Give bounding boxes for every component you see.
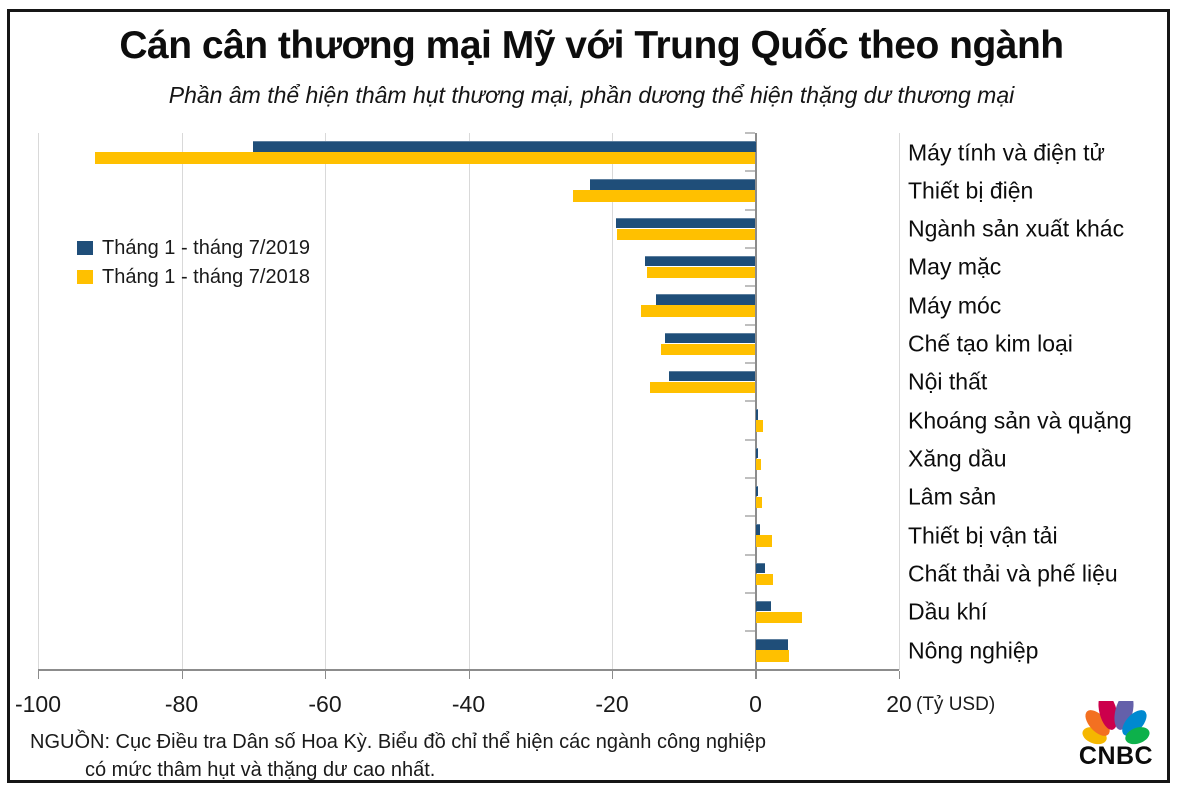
- category-label-3: May mặc: [908, 253, 1002, 280]
- category-label-12: Dầu khí: [908, 598, 988, 625]
- bar-2018-11: [755, 573, 774, 586]
- bar-2019-5: [665, 332, 756, 344]
- legend: Tháng 1 - tháng 7/2019 Tháng 1 - tháng 7…: [77, 237, 310, 298]
- bar-2018-4: [640, 305, 756, 317]
- source-note-line1: NGUỒN: Cục Điều tra Dân số Hoa Kỳ. Biểu …: [30, 731, 766, 753]
- category-label-10: Thiết bị vận tải: [908, 522, 1058, 549]
- peacock-icon: [1082, 701, 1150, 745]
- bar-2018-9: [755, 496, 762, 509]
- bar-2019-6: [669, 370, 756, 382]
- chart-subtitle: Phần âm thể hiện thâm hụt thương mại, ph…: [168, 82, 1015, 108]
- category-label-4: Máy móc: [908, 292, 1002, 319]
- gridline--60: [325, 133, 326, 670]
- bar-2019-8: [755, 447, 759, 459]
- legend-item-2018: Tháng 1 - tháng 7/2018: [77, 266, 310, 288]
- x-axis-tick--80: [181, 670, 183, 679]
- gridline--80: [181, 133, 183, 670]
- x-axis-tick--100: [38, 670, 39, 679]
- x-tick-label--100: -100: [14, 691, 62, 717]
- legend-item-2019: Tháng 1 - tháng 7/2019: [77, 237, 310, 259]
- bar-2019-11: [755, 562, 765, 574]
- bar-2018-7: [755, 420, 764, 432]
- category-tick: [744, 553, 755, 556]
- category-tick: [744, 208, 755, 211]
- bar-2019-2: [615, 217, 756, 229]
- category-label-8: Xăng dầu: [908, 445, 1007, 472]
- category-tick: [744, 438, 755, 441]
- bar-2019-7: [755, 409, 758, 420]
- bar-2018-6: [650, 381, 756, 394]
- category-tick: [744, 246, 755, 249]
- bar-2018-5: [660, 343, 756, 356]
- x-axis-line: [38, 668, 899, 671]
- source-note-line2: có mức thâm hụt và thặng dư cao nhất.: [85, 759, 436, 781]
- bar-2019-0: [253, 141, 756, 152]
- bar-2019-4: [655, 294, 756, 305]
- category-label-1: Thiết bị điện: [908, 177, 1034, 204]
- gridline--40: [468, 133, 470, 670]
- bar-2019-12: [755, 600, 771, 612]
- category-label-11: Chất thải và phế liệu: [908, 560, 1118, 587]
- category-tick: [744, 630, 755, 633]
- x-tick-label--60: -60: [308, 691, 342, 717]
- legend-swatch-2019: [77, 241, 93, 255]
- category-label-13: Nông nghiệp: [908, 637, 1039, 664]
- x-tick-label--20: -20: [595, 691, 629, 717]
- bar-2018-0: [95, 152, 756, 164]
- category-label-6: Nội thất: [908, 368, 988, 395]
- x-tick-label-20: 20: [886, 691, 912, 717]
- bar-2019-3: [645, 255, 756, 267]
- gridline-20: [899, 133, 900, 670]
- x-axis-tick--20: [612, 670, 613, 679]
- bar-2018-8: [755, 458, 761, 471]
- bar-2018-2: [617, 228, 756, 241]
- legend-swatch-2018: [77, 270, 93, 284]
- category-tick: [744, 476, 755, 479]
- bar-2018-13: [755, 650, 790, 662]
- category-label-2: Ngành sản xuất khác: [908, 215, 1125, 242]
- gridline--100: [38, 133, 39, 670]
- axis-unit-label: (Tỷ USD): [916, 694, 996, 715]
- bar-2018-3: [647, 266, 756, 279]
- category-tick: [744, 285, 755, 288]
- bar-2019-10: [755, 524, 760, 535]
- bar-2018-12: [755, 611, 803, 624]
- zero-axis-line: [754, 133, 757, 679]
- x-axis-tick-20: [899, 670, 900, 679]
- cnbc-logo: CNBC: [1066, 701, 1166, 771]
- category-label-9: Lâm sản: [908, 483, 997, 510]
- category-tick: [744, 132, 755, 134]
- category-tick: [744, 515, 755, 518]
- bar-2019-9: [755, 485, 759, 497]
- gridline--20: [612, 133, 613, 670]
- category-tick: [744, 170, 755, 173]
- cnbc-wordmark: CNBC: [1078, 742, 1154, 770]
- bar-2019-13: [755, 639, 788, 650]
- category-tick: [744, 361, 755, 364]
- category-label-5: Chế tạo kim loại: [908, 330, 1073, 357]
- category-tick: [744, 591, 755, 594]
- x-axis-tick--60: [325, 670, 326, 679]
- category-label-0: Máy tính và điện tử: [908, 139, 1105, 165]
- bar-2019-1: [590, 179, 756, 190]
- x-axis-tick--40: [468, 670, 470, 679]
- x-tick-label--80: -80: [164, 691, 199, 717]
- legend-label-2018: Tháng 1 - tháng 7/2018: [102, 265, 310, 288]
- category-tick: [744, 323, 755, 326]
- bar-2018-10: [755, 535, 772, 547]
- x-tick-label-0: 0: [749, 691, 762, 717]
- category-label-7: Khoáng sản và quặng: [908, 407, 1132, 434]
- chart-title: Cán cân thương mại Mỹ với Trung Quốc the…: [119, 24, 1064, 67]
- category-tick: [744, 400, 755, 403]
- x-tick-label--40: -40: [451, 691, 486, 717]
- bar-2018-1: [573, 190, 756, 202]
- legend-label-2019: Tháng 1 - tháng 7/2019: [102, 236, 310, 259]
